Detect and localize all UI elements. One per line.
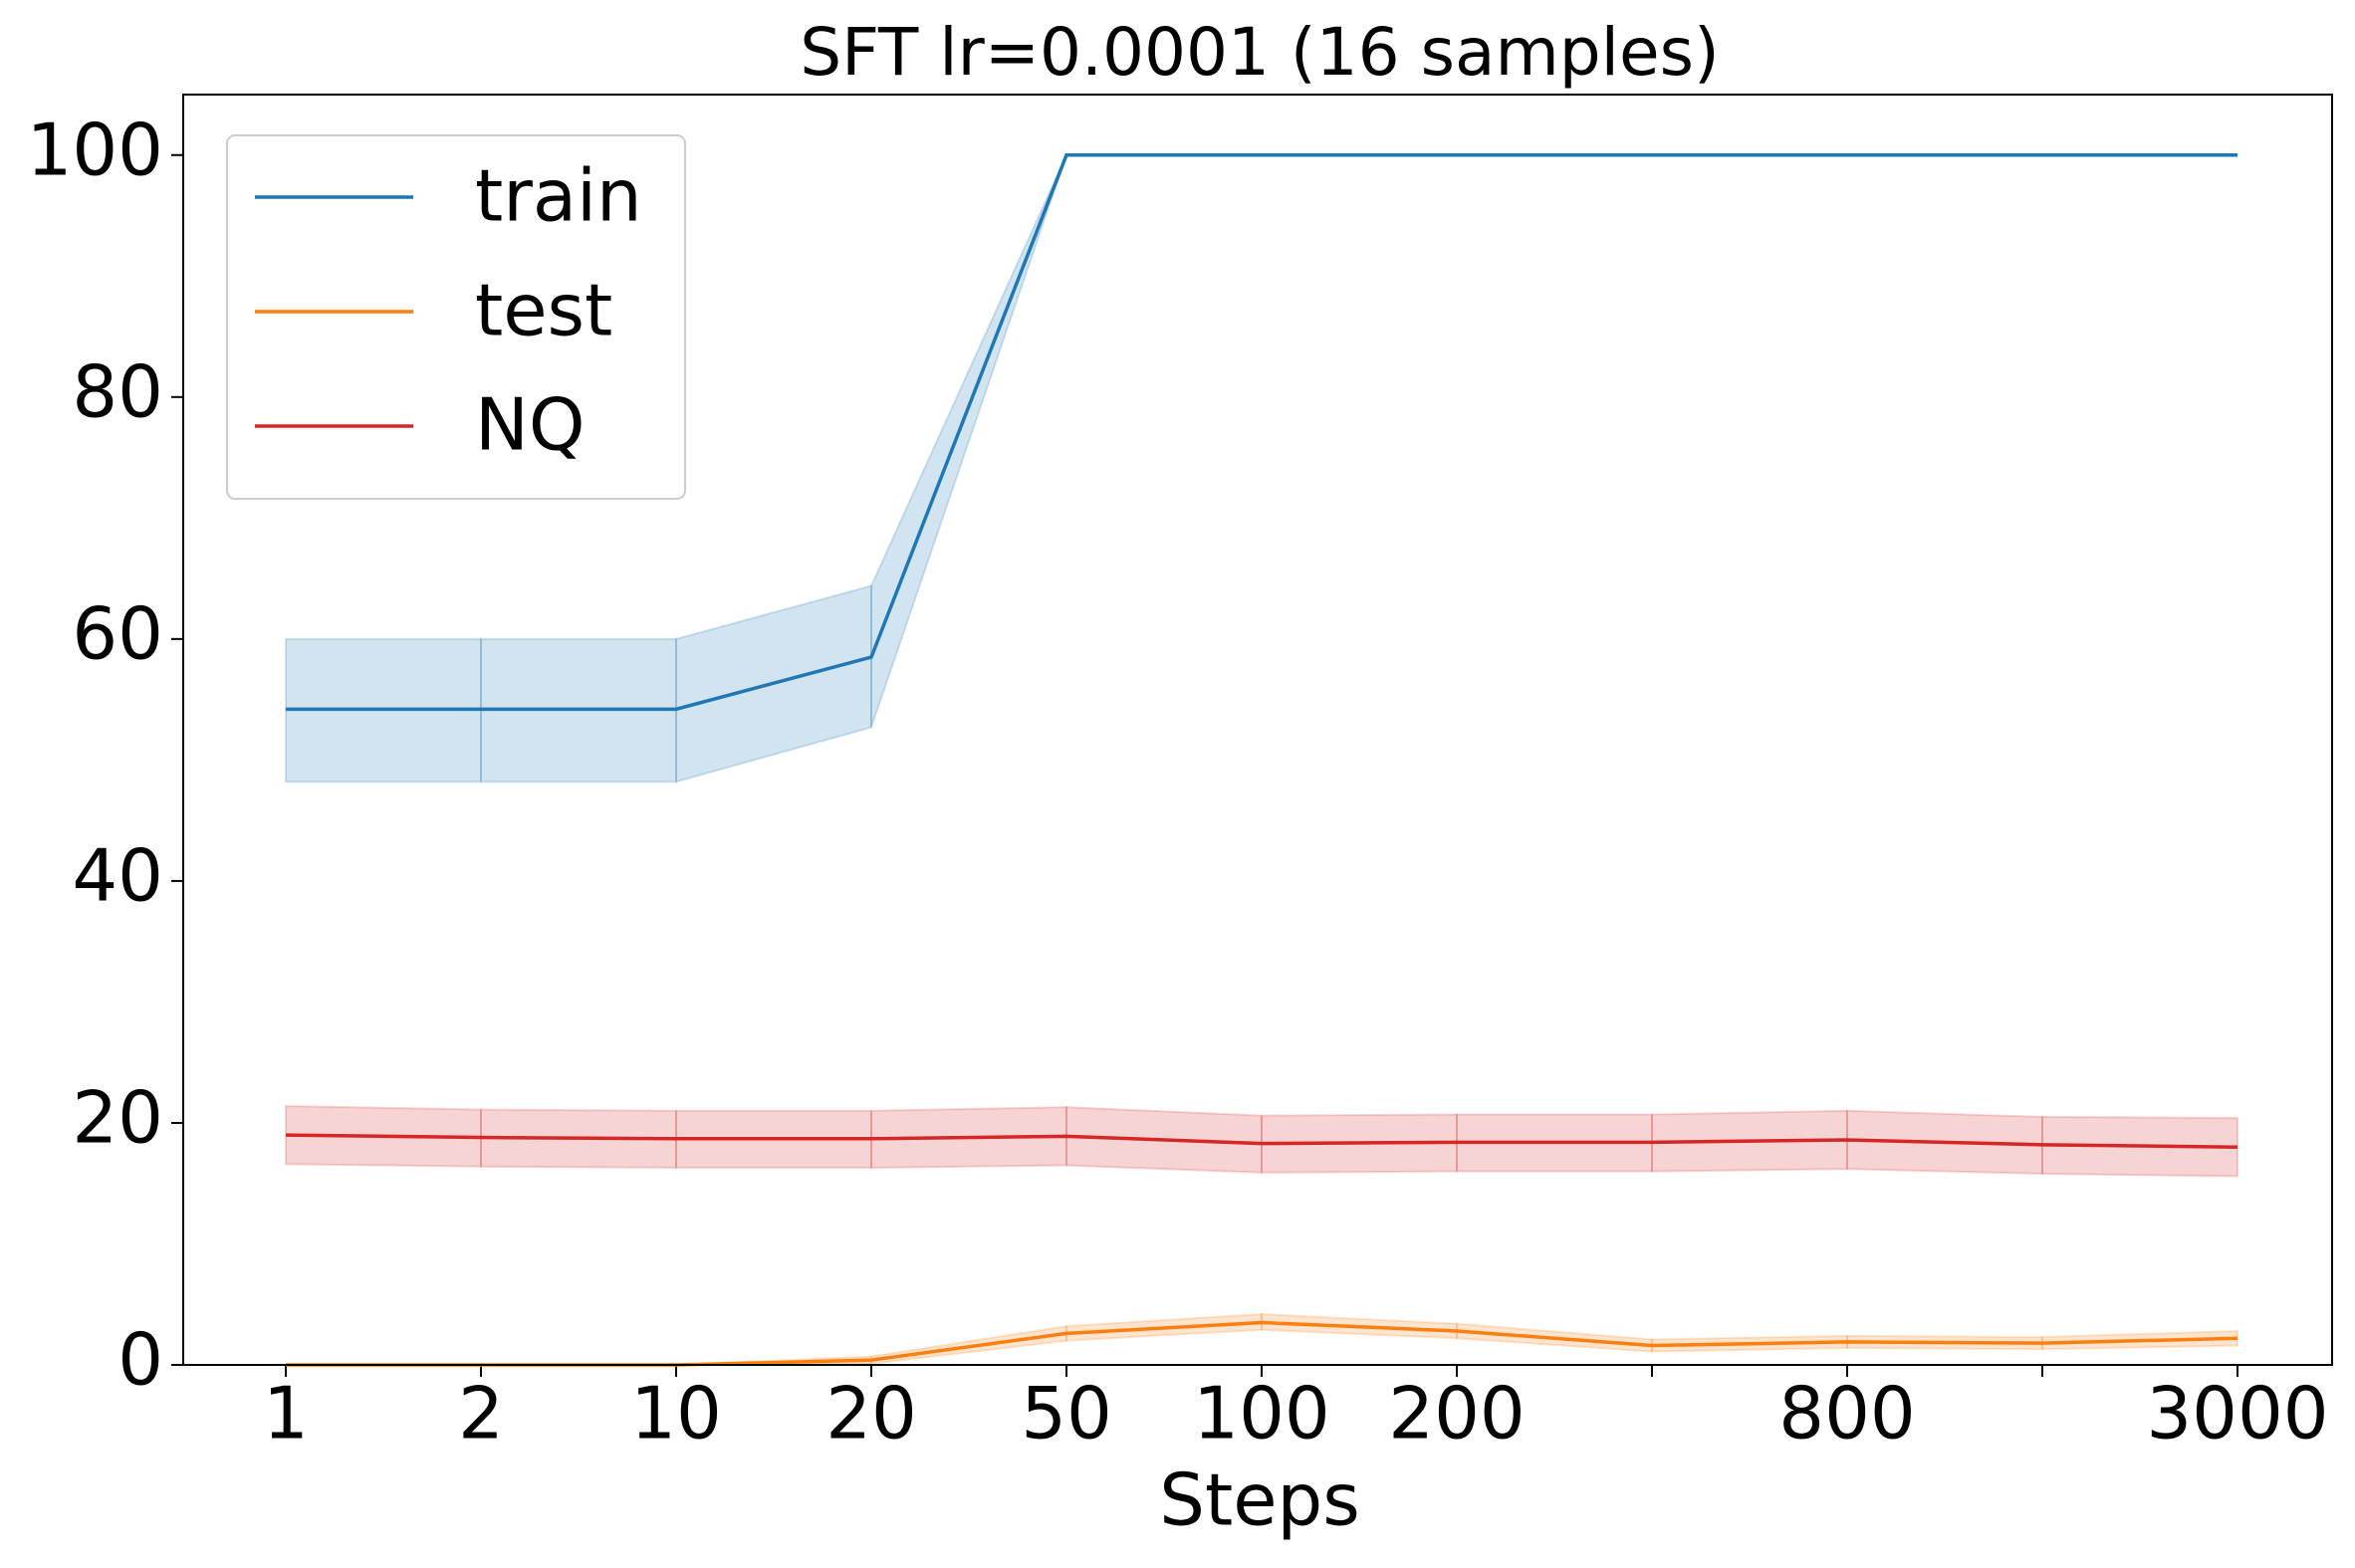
legend-label: train <box>475 154 642 238</box>
x-tick-label: 100 <box>1193 1372 1329 1456</box>
y-tick-label: 80 <box>72 349 163 433</box>
confidence-band <box>870 1324 1067 1365</box>
x-tick-label: 1 <box>263 1372 309 1456</box>
x-tick-label: 800 <box>1778 1372 1915 1456</box>
y-tick-label: 20 <box>72 1075 163 1159</box>
y-tick-label: 100 <box>27 108 163 191</box>
x-axis-label: Steps <box>1159 1458 1359 1542</box>
line <box>286 153 2237 712</box>
x-tick-label: 2 <box>458 1372 504 1456</box>
x-tick-label: 200 <box>1388 1372 1525 1456</box>
y-tick-label: 0 <box>118 1318 163 1402</box>
x-tick-label: 20 <box>825 1372 917 1456</box>
line <box>285 1133 2238 1150</box>
plot-frame <box>182 94 2333 1366</box>
legend-label: NQ <box>475 383 586 467</box>
y-tick-label: 60 <box>72 591 163 675</box>
legend-box <box>226 134 686 500</box>
confidence-band <box>870 154 1067 728</box>
legend: train test NQ <box>226 134 686 500</box>
x-tick-label: 50 <box>1021 1372 1112 1456</box>
legend-label: test <box>475 269 612 352</box>
x-tick-label: 10 <box>630 1372 722 1456</box>
x-tick-label: 3000 <box>2146 1372 2328 1456</box>
chart-title: SFT lr=0.0001 (16 samples) <box>800 14 1719 91</box>
y-tick-label: 40 <box>72 833 163 917</box>
